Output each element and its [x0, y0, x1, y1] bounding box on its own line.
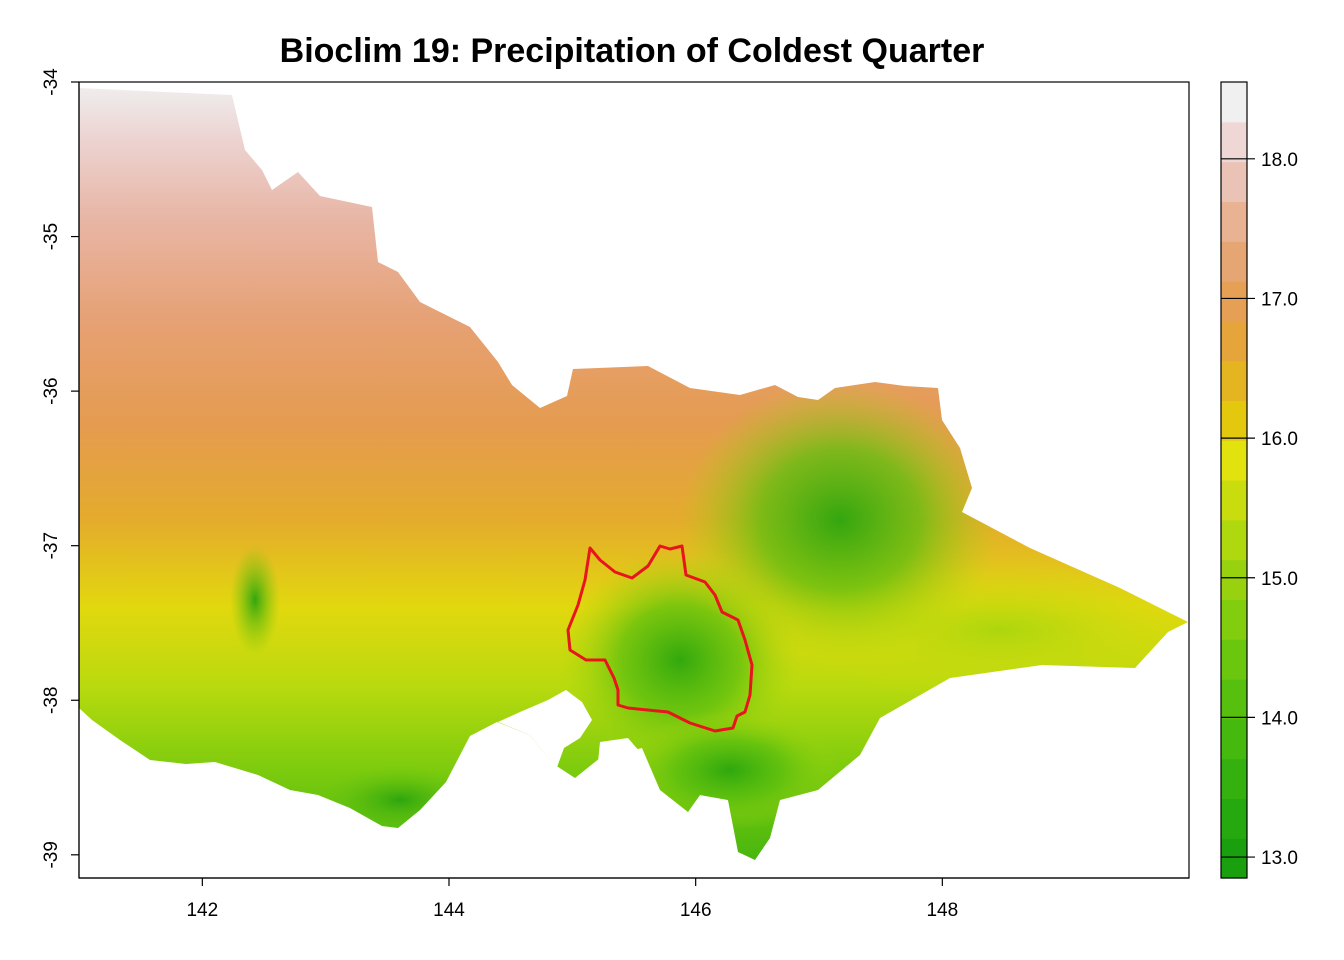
legend-tick-label: 13.0 — [1261, 848, 1298, 869]
x-axis: 142 144 146 148 — [79, 877, 1189, 921]
x-tick-label: 144 — [433, 900, 465, 921]
legend-tick-label: 18.0 — [1261, 150, 1298, 171]
legend-color-bin — [1221, 400, 1247, 441]
legend-color-bin — [1221, 241, 1247, 282]
legend-color-bin — [1221, 758, 1247, 799]
legend-color-bin — [1221, 360, 1247, 401]
legend-color-bin — [1221, 679, 1247, 720]
legend-color-bin — [1221, 798, 1247, 839]
region-boundary — [566, 544, 754, 733]
legend-tick-label: 16.0 — [1261, 429, 1298, 450]
y-tick-label: -39 — [41, 841, 62, 868]
legend-color-bin — [1221, 320, 1247, 362]
chart-title: Bioclim 19: Precipitation of Coldest Qua… — [280, 32, 985, 70]
legend-tick-label: 14.0 — [1261, 708, 1298, 729]
port-phillip-bay — [498, 690, 592, 770]
legend-color-bin — [1221, 82, 1247, 123]
legend-color-bin — [1221, 121, 1247, 163]
legend-color-bin — [1221, 639, 1247, 680]
legend-color-bin — [1221, 201, 1247, 242]
legend-color-bin — [1221, 718, 1247, 760]
western-port — [598, 738, 640, 775]
legend-color-bin — [1221, 480, 1247, 521]
x-tick-label: 148 — [926, 900, 958, 921]
y-tick-label: -37 — [41, 532, 62, 559]
raster-grampians — [230, 545, 280, 655]
legend-color-bin — [1221, 559, 1247, 600]
x-tick-label: 142 — [186, 900, 218, 921]
legend-color-bin — [1221, 599, 1247, 640]
color-legend: 18.0 17.0 16.0 15.0 14.0 13.0 — [1220, 81, 1298, 879]
y-tick-label: -38 — [41, 687, 62, 714]
legend-color-bin — [1221, 838, 1247, 879]
legend-tick-label: 15.0 — [1261, 569, 1298, 590]
x-tick-label: 146 — [680, 900, 712, 921]
map-raster — [79, 88, 1188, 860]
legend-color-bin — [1221, 281, 1247, 322]
y-axis: -34 -35 -36 -37 -38 -39 — [41, 68, 80, 878]
legend-color-bin — [1221, 440, 1247, 481]
legend-color-bin — [1221, 161, 1247, 202]
y-tick-label: -35 — [41, 223, 62, 250]
y-tick-label: -34 — [41, 68, 62, 96]
legend-tick-label: 17.0 — [1261, 289, 1298, 310]
legend-color-bin — [1221, 519, 1247, 561]
y-tick-label: -36 — [41, 377, 62, 404]
legend-frame — [1220, 81, 1248, 879]
raster-otway-ranges — [320, 765, 480, 835]
